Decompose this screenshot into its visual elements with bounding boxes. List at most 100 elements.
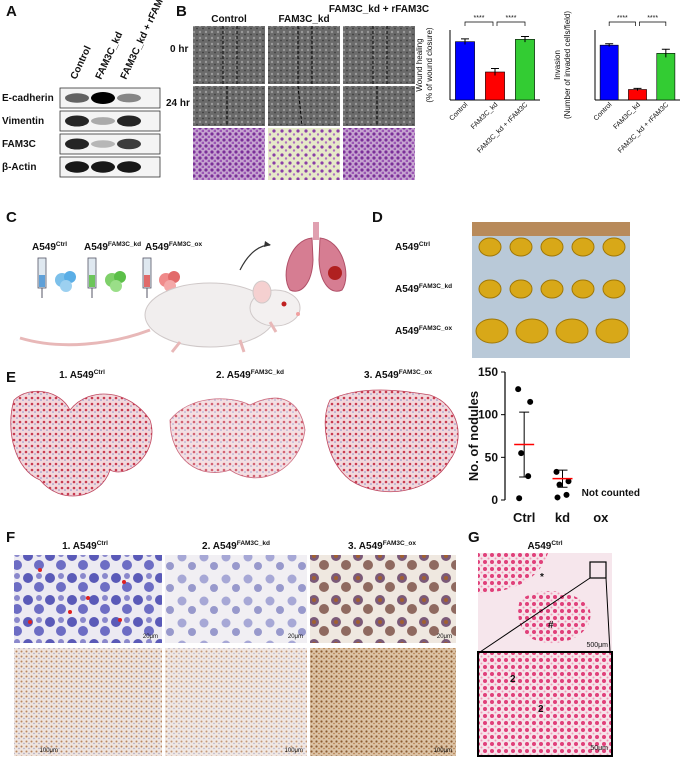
blot-strip — [59, 133, 161, 155]
blot-band — [91, 92, 115, 104]
panel-letter: A — [6, 3, 17, 20]
error-bar — [605, 43, 614, 47]
lung-specimen — [571, 279, 595, 299]
panel-letter: G — [468, 529, 480, 546]
y-axis-label: Invasion — [553, 50, 562, 80]
lung-specimen — [515, 318, 549, 344]
label-base: 3. A549 — [364, 370, 399, 381]
y-axis-label: No. of nodules — [466, 391, 481, 481]
data-point — [515, 386, 522, 393]
lung-specimen — [571, 237, 595, 257]
lung-specimen — [478, 279, 502, 299]
blot-column-label: FAM3C_kd + rFAM3C — [119, 0, 171, 81]
mouse-model: A549Ctrl A549FAM3C_kd A549 FAM3C_ox — [19, 222, 347, 353]
y-axis-label: (% of wound closure) — [425, 27, 434, 102]
region-mark: 2 — [510, 674, 516, 685]
y-tick-label: 0 — [491, 493, 498, 507]
significance-label: **** — [647, 15, 658, 22]
group-label: A549Ctrl — [32, 241, 67, 253]
y-axis-label: Wound healing — [415, 38, 424, 91]
scale-label: 20μm — [437, 634, 452, 640]
blot-band — [91, 117, 115, 125]
bar — [455, 41, 475, 101]
lung-specimen — [555, 318, 589, 344]
blot-band — [91, 140, 115, 148]
blot-row-label: E-cadherin — [2, 93, 54, 104]
bar — [515, 39, 535, 101]
scale-label: 20μm — [143, 634, 158, 640]
label-sup: FAM3C_kd — [237, 540, 270, 547]
annotation: Not counted — [582, 488, 640, 499]
label-sup: FAM3C_ox — [399, 369, 433, 376]
microscopy-image — [193, 86, 265, 126]
y-tick-label: 100 — [478, 408, 498, 422]
histology-title: 3. A549FAM3C_ox — [364, 369, 432, 381]
y-axis-label: (Number of invaded cells/field) — [563, 11, 572, 119]
histology: 1. A549Ctrl 2. A549FAM3C_kd 3. A549FAM3C… — [10, 369, 459, 497]
bar — [599, 44, 619, 101]
significance-bracket — [608, 21, 636, 26]
label-base: A549 — [395, 326, 419, 337]
panel-letter: E — [6, 369, 16, 386]
row-label: A549Ctrl — [395, 241, 430, 253]
lung-specimen — [540, 279, 564, 299]
label-sup: FAM3C_ox — [383, 540, 417, 547]
x-tick-label: Control — [593, 101, 614, 122]
lung-specimen — [475, 318, 509, 344]
row-label: A549FAM3C_kd — [395, 283, 452, 295]
microscopy-image — [268, 86, 340, 126]
region-mark: 2 — [538, 704, 544, 715]
mouse — [19, 241, 301, 353]
lung-specimen — [602, 279, 626, 299]
label-sup: Ctrl — [97, 540, 108, 547]
panel-g: A549Ctrl * # 2 2 500μm 50μm — [477, 540, 613, 757]
blot-band — [65, 115, 89, 127]
row-label: A549FAM3C_ox — [395, 325, 453, 337]
label-base: A549 — [32, 242, 56, 253]
blot-band — [91, 161, 115, 173]
label-base: A549 — [395, 242, 419, 253]
label-sup: FAM3C_kd — [419, 283, 452, 290]
significance-label: **** — [506, 15, 517, 22]
panel-letter: C — [6, 209, 17, 226]
label-base: 2. A549 — [216, 370, 251, 381]
blot-row-label: β-Actin — [2, 162, 36, 173]
data-point — [518, 450, 525, 457]
microscopy-image — [343, 86, 415, 126]
bar — [628, 89, 647, 101]
label-sup: Ctrl — [94, 369, 105, 376]
lung-specimen — [602, 237, 626, 257]
x-tick-label: FAM3C_kd — [470, 101, 500, 131]
group-label: A549FAM3C_kd — [84, 241, 141, 253]
wound-edge — [297, 85, 303, 127]
western-blot: Control FAM3C_kd FAM3C_kd + rFAM3C E-cad… — [2, 0, 171, 178]
ihc-title: 1. A549Ctrl — [62, 540, 108, 552]
label-base: 3. A549 — [348, 541, 383, 552]
error-bar — [461, 38, 469, 45]
label-base: 1. A549 — [59, 370, 94, 381]
significance-label: **** — [617, 15, 628, 22]
blot-strip — [59, 110, 161, 132]
ihc: 1. A549Ctrl 2. A549FAM3C_kd 3. A549FAM3C… — [14, 540, 456, 756]
microscopy-image — [343, 128, 415, 180]
panel-letter: B — [176, 3, 187, 20]
significance-bracket — [464, 21, 494, 26]
x-tick-label: ox — [593, 510, 609, 525]
image-row-label: 24 hr — [166, 98, 190, 109]
significance-bracket — [496, 21, 526, 26]
lung-specimen — [509, 279, 533, 299]
x-tick-label: kd — [555, 510, 570, 525]
panel-letter: D — [372, 209, 383, 226]
scale-label: 500μm — [586, 642, 608, 649]
label-sup: FAM3C_kd — [108, 241, 141, 248]
label-base: 2. A549 — [202, 541, 237, 552]
lung-photo: A549Ctrl A549FAM3C_kd A549FAM3C_ox — [395, 222, 630, 358]
blot-band — [117, 161, 141, 173]
lungs — [285, 222, 347, 292]
x-tick-label: FAM3C_kd + rFAM3C — [617, 101, 670, 154]
label-base: A549 — [395, 284, 419, 295]
label-sup: FAM3C_ox — [169, 241, 203, 248]
label-base: 1. A549 — [62, 541, 97, 552]
data-point — [556, 481, 563, 488]
